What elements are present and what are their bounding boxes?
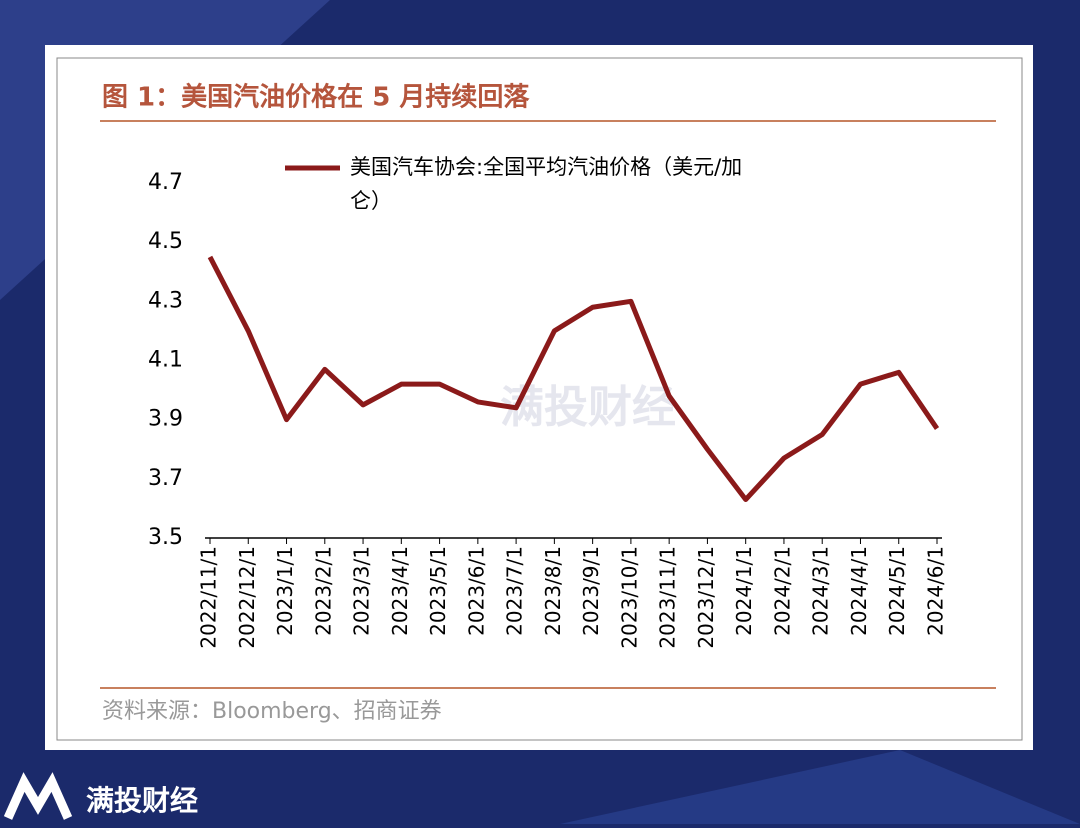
brand-logo — [3, 772, 73, 820]
x-tick-label: 2023/7/1 — [503, 546, 527, 636]
card-border — [56, 57, 1023, 741]
x-tick-label: 2023/5/1 — [426, 546, 450, 636]
x-tick-label: 2024/6/1 — [924, 546, 948, 636]
background-shape — [560, 750, 1080, 824]
x-tick-label: 2023/1/1 — [273, 546, 297, 636]
x-tick-label: 2023/8/1 — [541, 546, 565, 636]
legend-line: 仑） — [350, 189, 392, 213]
series-line — [207, 255, 940, 503]
legend: 美国汽车协会:全国平均汽油价格（美元/加仑） — [285, 155, 742, 213]
card — [45, 45, 1033, 750]
x-tick-label: 2023/10/1 — [617, 546, 641, 649]
x-tick-label: 2024/1/1 — [732, 546, 756, 636]
x-tick-label: 2024/4/1 — [847, 546, 871, 636]
y-tick-label: 4.3 — [148, 288, 183, 313]
legend-line: 美国汽车协会:全国平均汽油价格（美元/加 — [350, 155, 742, 179]
chart-title: 图 1：美国汽油价格在 5 月持续回落 — [102, 82, 530, 113]
x-tick-label: 2023/9/1 — [579, 546, 603, 636]
x-tick-label: 2023/4/1 — [388, 546, 412, 636]
legend-label: 美国汽车协会:全国平均汽油价格（美元/加仑） — [350, 155, 742, 213]
y-tick-label: 3.5 — [148, 525, 183, 550]
source: 资料来源：Bloomberg、招商证券 — [102, 699, 442, 724]
x-tick-label: 2024/2/1 — [770, 546, 794, 636]
x-tick-label: 2023/11/1 — [656, 546, 680, 649]
y-tick-label: 4.7 — [148, 170, 183, 195]
y-tick-label: 4.5 — [148, 229, 183, 254]
x-tick-label: 2023/6/1 — [464, 546, 488, 636]
y-tick-label: 3.9 — [148, 407, 183, 432]
x-tick-label: 2024/3/1 — [809, 546, 833, 636]
x-tick-label: 2022/11/1 — [197, 546, 221, 649]
x-tick-label: 2022/12/1 — [235, 546, 259, 649]
x-tick-label: 2023/12/1 — [694, 546, 718, 649]
watermark: 满投财经 — [500, 382, 676, 433]
y-tick-label: 4.1 — [148, 348, 183, 373]
y-tick-label: 3.7 — [148, 466, 183, 491]
brand: 满投财经 — [86, 784, 198, 817]
x-tick-label: 2024/5/1 — [885, 546, 909, 636]
x-tick-label: 2023/2/1 — [311, 546, 335, 636]
x-tick-label: 2023/3/1 — [350, 546, 374, 636]
